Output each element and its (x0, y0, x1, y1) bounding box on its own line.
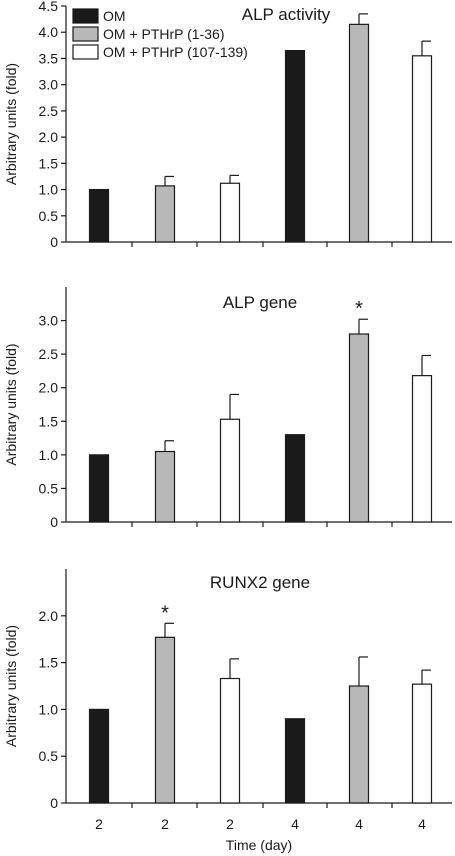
bar (348, 333, 370, 523)
x-tick-label: 2 (95, 816, 103, 832)
bar (411, 55, 433, 243)
bar (88, 454, 110, 523)
bar (348, 23, 370, 243)
x-tick-label: 2 (226, 816, 234, 832)
legend-label: OM + PTHrP (1-36) (103, 26, 225, 42)
bar (88, 708, 110, 804)
chart-panel-2: 0 0.5 1.0 1.5 2.0 2.5 3.0 Arbitrary units (fold… (3, 287, 452, 530)
chart-title: ALP gene (223, 293, 297, 312)
y-tick-label: 2.0 (39, 380, 59, 396)
bar (154, 450, 176, 523)
bar (219, 182, 241, 243)
y-tick-label: 1.0 (39, 701, 59, 717)
bar (219, 677, 241, 804)
y-tick-label: 2.5 (39, 346, 59, 362)
y-tick-label: 1.5 (39, 655, 59, 671)
y-tick-label: 0 (50, 795, 58, 811)
y-tick-label: 0 (50, 514, 58, 530)
y-tick-label: 4.0 (39, 24, 59, 40)
bar (411, 683, 433, 804)
legend-swatch (72, 44, 99, 60)
significance-marker: * (161, 602, 169, 624)
chart-panel-3: 0 0.5 1.0 1.5 2.0 Arbitrary units (fold) RUNX2… (3, 569, 452, 853)
bar (154, 636, 176, 804)
bar (219, 418, 241, 523)
y-tick-label: 0.5 (39, 208, 59, 224)
y-tick-label: 1.0 (39, 447, 59, 463)
legend-swatch (72, 8, 99, 24)
y-tick-label: 0 (50, 234, 58, 250)
x-axis-label: Time (day) (226, 837, 292, 853)
x-tick-label: 4 (355, 816, 363, 832)
y-tick-label: 2.0 (39, 129, 59, 145)
bar (284, 434, 306, 523)
y-tick-label: 2.5 (39, 103, 59, 119)
x-tick-label: 2 (161, 816, 169, 832)
bar (411, 375, 433, 523)
y-tick-label: 1.5 (39, 413, 59, 429)
y-axis-label: Arbitrary units (fold) (3, 63, 19, 185)
bar (88, 188, 110, 243)
x-tick-label: 4 (291, 816, 299, 832)
legend-swatch (72, 26, 99, 42)
legend-label: OM (103, 8, 126, 24)
bar (348, 685, 370, 804)
y-axis-label: Arbitrary units (fold) (3, 343, 19, 465)
chart-title: ALP activity (242, 5, 331, 24)
y-tick-label: 1.5 (39, 155, 59, 171)
legend-label: OM + PTHrP (107-139) (103, 44, 248, 60)
y-tick-label: 4.5 (39, 0, 59, 14)
bar (284, 718, 306, 804)
y-axis-label: Arbitrary units (fold) (3, 625, 19, 747)
bar (284, 49, 306, 243)
y-tick-label: 2.0 (39, 608, 59, 624)
y-tick-label: 3.5 (39, 50, 59, 66)
y-tick-label: 3.0 (39, 313, 59, 329)
bar (154, 185, 176, 243)
y-tick-label: 0.5 (39, 748, 59, 764)
y-tick-label: 0.5 (39, 480, 59, 496)
significance-marker: * (355, 298, 363, 320)
chart-title: RUNX2 gene (210, 573, 310, 592)
legend: OM OM + PTHrP (1-36) OM + PTHrP (107-139) (72, 8, 248, 60)
x-tick-label: 4 (418, 816, 426, 832)
y-tick-label: 1.0 (39, 182, 59, 198)
chart-panel-1: 0 0.5 1.0 1.5 2.0 2.5 3.0 3.5 4.0 4.5 Arbitrary un… (3, 0, 452, 250)
y-tick-label: 3.0 (39, 77, 59, 93)
